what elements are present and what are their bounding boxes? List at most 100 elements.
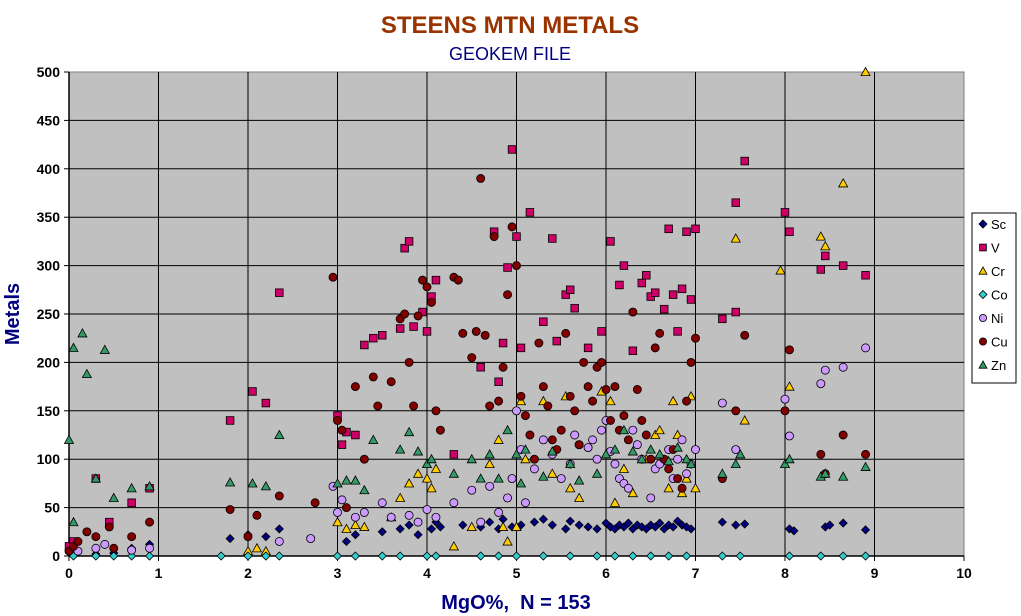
legend-entry: Cr	[991, 264, 1005, 279]
data-point	[588, 435, 598, 445]
data-point	[682, 396, 692, 406]
data-point	[565, 516, 575, 526]
x-tick-label: 7	[692, 565, 700, 581]
data-point	[359, 484, 370, 495]
data-point	[717, 398, 727, 408]
data-point	[861, 449, 871, 459]
data-point	[341, 536, 352, 547]
data-point	[341, 523, 352, 533]
data-point	[359, 521, 370, 531]
data-point	[127, 498, 136, 507]
data-point	[677, 284, 687, 294]
data-point	[351, 430, 360, 440]
data-point	[731, 520, 741, 530]
data-point	[681, 551, 692, 561]
data-point	[600, 449, 612, 459]
data-point	[838, 362, 848, 372]
data-point	[82, 527, 92, 537]
data-point	[650, 429, 661, 440]
data-point	[337, 440, 347, 449]
data-point	[860, 525, 871, 535]
data-point	[403, 478, 415, 488]
data-point	[775, 265, 786, 275]
data-point	[306, 534, 316, 544]
data-point	[529, 454, 539, 464]
data-point	[591, 468, 603, 478]
x-tick-label: 2	[244, 565, 252, 581]
data-point	[821, 251, 830, 261]
y-tick-label: 250	[37, 306, 61, 322]
data-point	[377, 498, 387, 508]
data-point	[547, 520, 557, 530]
data-point	[404, 510, 414, 520]
data-point	[448, 540, 460, 551]
legend-marker	[978, 289, 988, 300]
data-point	[565, 551, 575, 561]
data-point	[350, 512, 360, 522]
data-point	[260, 480, 272, 491]
data-point	[547, 435, 557, 445]
data-point	[565, 482, 576, 493]
data-point	[606, 237, 615, 246]
data-point	[448, 468, 460, 478]
data-point	[404, 237, 414, 246]
data-point	[681, 453, 692, 464]
data-point	[632, 385, 642, 394]
data-point	[485, 401, 495, 411]
data-point	[431, 512, 441, 522]
data-point	[350, 382, 360, 392]
data-point	[497, 521, 509, 531]
data-point	[789, 526, 799, 536]
data-point	[63, 434, 75, 444]
data-point	[601, 385, 611, 394]
data-point	[422, 551, 432, 561]
data-point	[77, 328, 88, 338]
series-zn	[63, 328, 871, 527]
data-point	[274, 551, 284, 561]
legend-entry: Ni	[991, 311, 1003, 326]
legend-marker	[979, 313, 988, 322]
y-tick-label: 200	[37, 354, 61, 370]
data-point	[691, 224, 700, 234]
data-point	[466, 521, 477, 531]
data-point	[498, 338, 508, 348]
data-point	[91, 551, 101, 561]
data-point	[730, 458, 741, 469]
data-point	[435, 522, 445, 532]
data-point	[413, 530, 423, 540]
data-point	[516, 391, 526, 401]
data-point	[529, 464, 539, 474]
y-tick-label: 150	[37, 403, 61, 419]
x-tick-label: 10	[956, 565, 972, 581]
data-point	[637, 278, 647, 288]
y-tick-label: 100	[37, 451, 61, 467]
data-point	[561, 328, 571, 338]
data-point	[627, 446, 639, 456]
data-point	[373, 401, 383, 411]
data-point	[525, 430, 535, 440]
data-point	[628, 551, 638, 561]
data-point	[512, 232, 521, 241]
data-point	[565, 285, 575, 295]
x-tick-label: 0	[65, 565, 73, 581]
data-point	[583, 443, 593, 453]
data-point	[574, 440, 584, 450]
data-point	[784, 453, 795, 464]
data-point	[507, 222, 517, 232]
data-point	[570, 406, 580, 416]
data-point	[144, 551, 155, 561]
data-point	[418, 275, 427, 285]
data-point	[368, 372, 378, 382]
data-point	[573, 475, 585, 485]
data-point	[494, 396, 504, 406]
data-point	[507, 474, 517, 484]
data-point	[583, 522, 593, 532]
data-point	[642, 271, 651, 280]
data-point	[516, 343, 526, 353]
data-point	[395, 524, 405, 534]
data-point	[838, 518, 848, 528]
legend-box	[971, 212, 1017, 384]
data-point	[668, 290, 678, 299]
data-point	[127, 532, 137, 542]
data-point	[476, 517, 486, 527]
